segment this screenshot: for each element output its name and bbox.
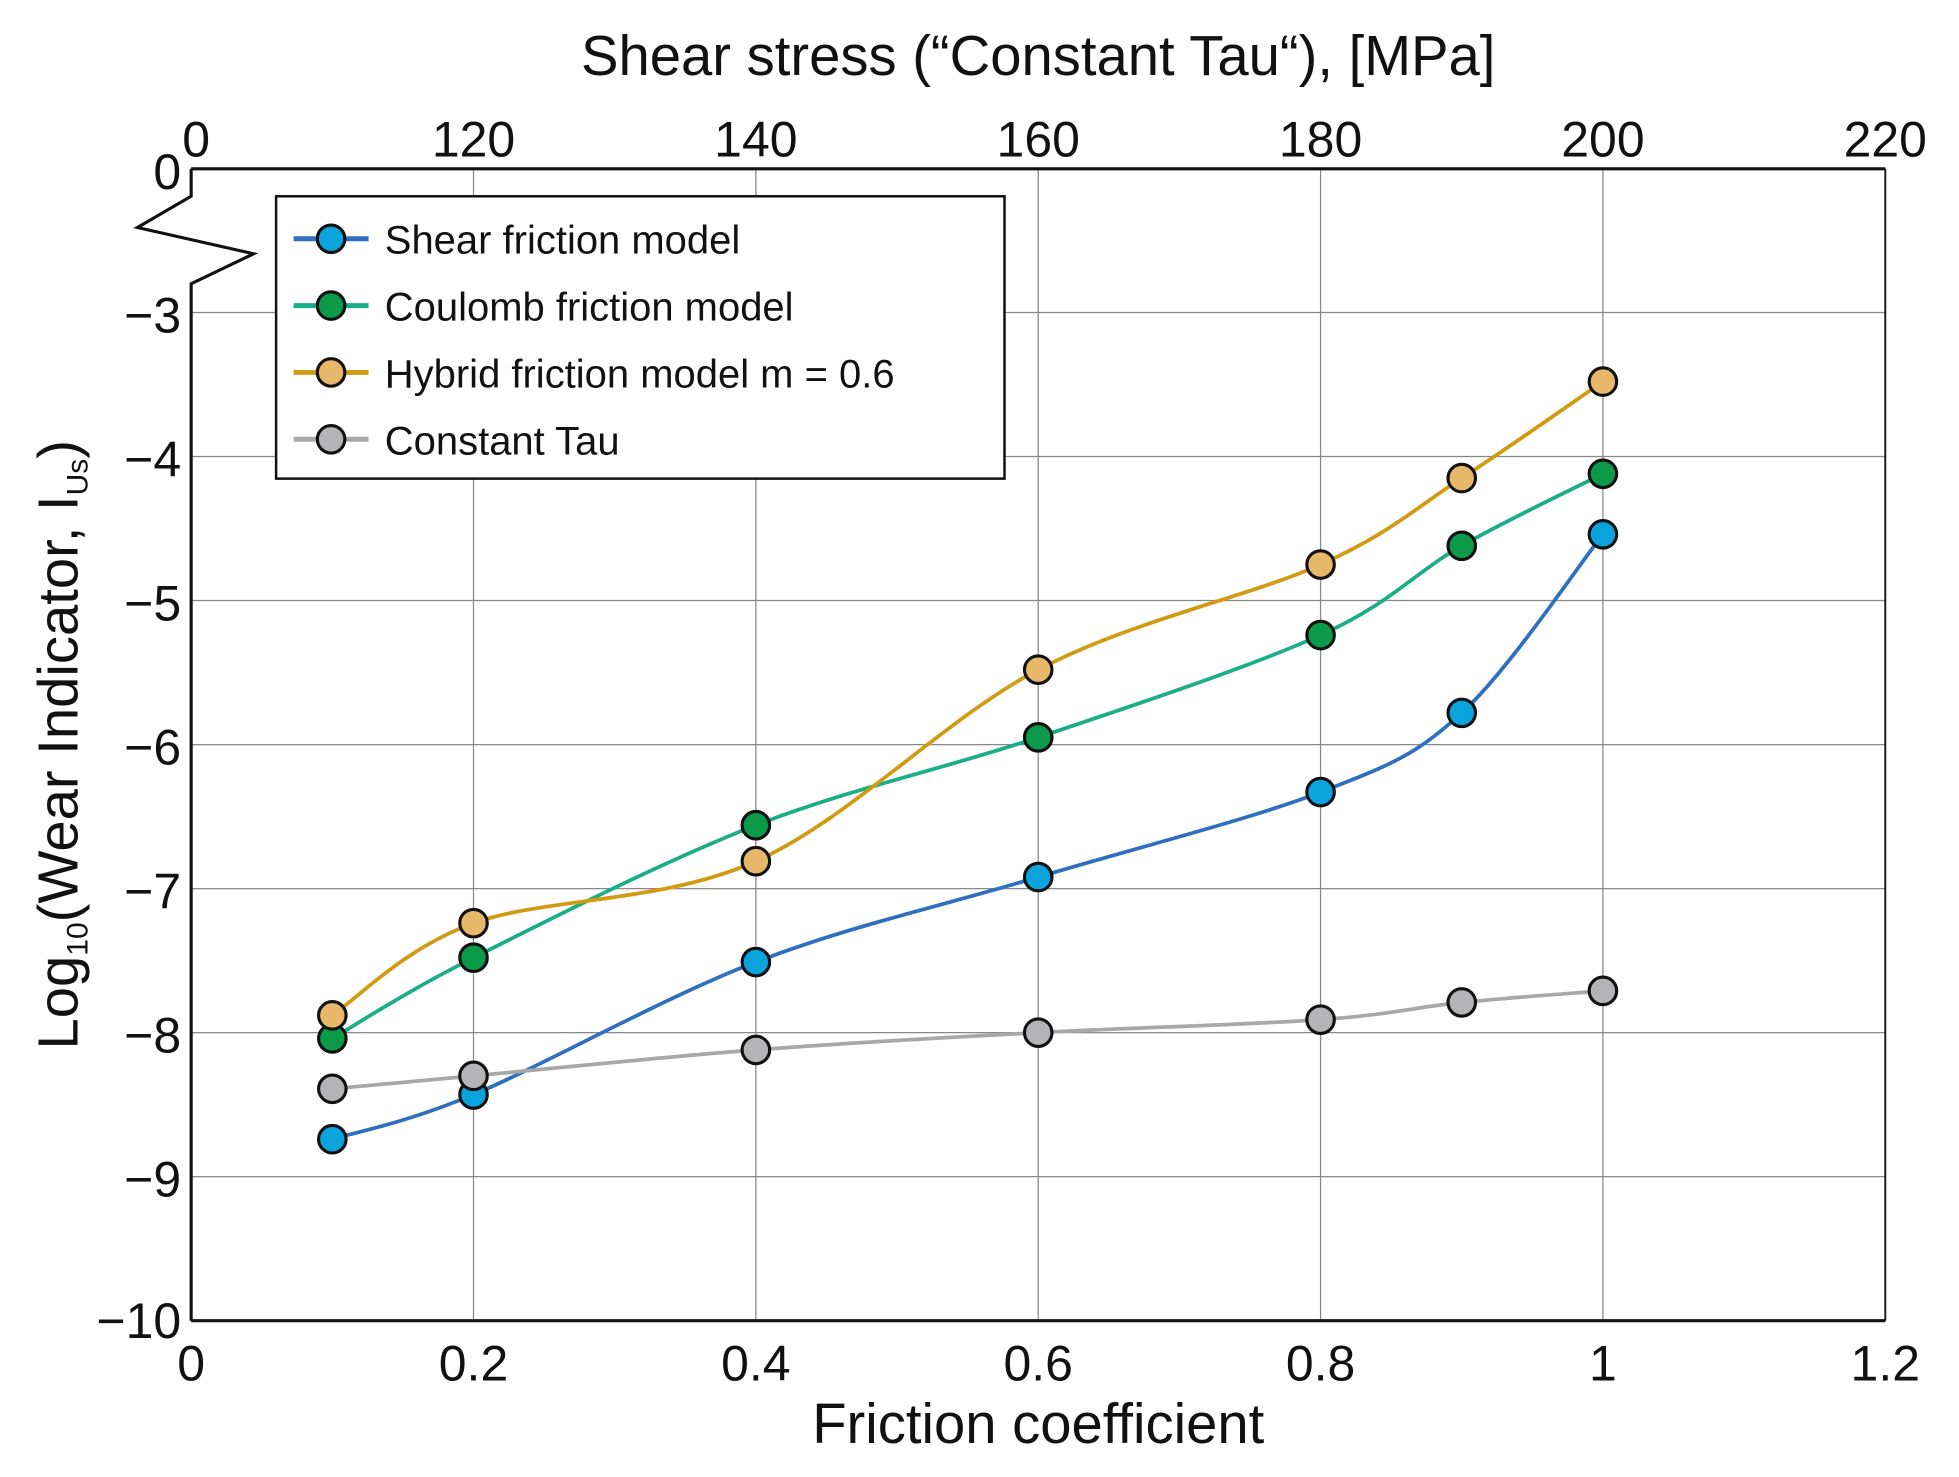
x-tick-label: 0.8 xyxy=(1286,1336,1355,1392)
legend-item: Constant Tau xyxy=(293,419,620,463)
y-tick-label: −9 xyxy=(124,1152,181,1208)
data-point xyxy=(1022,861,1054,893)
data-point xyxy=(740,946,772,978)
x-tick-label: 0.4 xyxy=(721,1336,790,1392)
data-point xyxy=(1022,722,1054,753)
x2-tick-label: 180 xyxy=(1279,111,1362,167)
y-tick-label: −7 xyxy=(124,864,181,920)
data-point xyxy=(317,1000,348,1031)
x-tick-label: 0.2 xyxy=(439,1336,508,1392)
series-constant xyxy=(317,975,1619,1105)
x2-tick-label: 140 xyxy=(714,111,797,167)
data-point xyxy=(1587,975,1619,1007)
legend-label: Shear friction model xyxy=(385,219,740,263)
x-tick-label: 0 xyxy=(177,1336,205,1392)
legend-marker xyxy=(315,290,347,321)
legend-marker xyxy=(315,223,347,255)
legend-item: Shear friction model xyxy=(293,219,740,263)
data-point xyxy=(458,907,489,939)
y-tick-label: −3 xyxy=(124,287,181,343)
y-tick-label: −8 xyxy=(124,1008,181,1064)
series-shear xyxy=(317,518,1619,1155)
data-point xyxy=(740,1034,772,1066)
x-axis-label: Friction coefficient xyxy=(812,1392,1264,1455)
legend-marker xyxy=(315,357,347,388)
x2-tick-label: 120 xyxy=(432,111,515,167)
data-point xyxy=(317,1073,348,1105)
y-tick-label: −6 xyxy=(124,720,181,776)
data-point xyxy=(458,942,489,974)
series-line xyxy=(331,533,1605,1142)
series-line xyxy=(331,472,1604,1041)
series-coulomb xyxy=(317,458,1619,1054)
data-point xyxy=(1446,697,1478,729)
data-point xyxy=(1446,462,1478,494)
data-point xyxy=(317,1123,348,1155)
legend-marker xyxy=(315,423,347,455)
y-axis-break-line xyxy=(133,168,259,1321)
data-point xyxy=(1587,366,1619,397)
series-hybrid xyxy=(317,366,1619,1031)
data-point xyxy=(1446,987,1478,1018)
data-point xyxy=(1022,654,1054,685)
y-tick-label: −10 xyxy=(96,1293,181,1349)
legend-item: Hybrid friction model m = 0.6 xyxy=(293,352,895,396)
legend-label: Coulomb friction model xyxy=(385,286,794,330)
x-tick-label: 0.6 xyxy=(1003,1336,1072,1392)
x-tick-label: 1 xyxy=(1589,1336,1617,1392)
data-point xyxy=(1587,458,1619,490)
data-point xyxy=(1305,776,1336,808)
y-tick-label: −4 xyxy=(124,431,181,487)
data-point xyxy=(1022,1017,1054,1048)
data-point xyxy=(1587,518,1619,550)
series-line xyxy=(332,988,1604,1091)
legend-box xyxy=(274,195,1006,480)
x2-tick-label: 0 xyxy=(182,111,210,167)
x2-tick-label: 220 xyxy=(1844,111,1927,167)
legend-label: Hybrid friction model m = 0.6 xyxy=(385,352,895,396)
series-layer xyxy=(317,366,1619,1155)
x2-tick-label: 160 xyxy=(997,111,1080,167)
legend: Shear friction model Coulomb friction mod… xyxy=(274,195,1006,480)
x-tick-label: 1.2 xyxy=(1851,1336,1920,1392)
axes: 0 0.2 0.4 0.6 0.8 1 1.2 0 120 140 160 180 200 220 0 −3 −… xyxy=(96,111,1927,1391)
data-point xyxy=(1446,530,1478,562)
x2-tick-label: 200 xyxy=(1561,111,1644,167)
data-point xyxy=(740,809,772,841)
legend-item: Coulomb friction model xyxy=(293,286,794,330)
data-point xyxy=(1305,549,1336,580)
y-tick-label: −5 xyxy=(124,576,181,632)
legend-label: Constant Tau xyxy=(385,419,620,463)
x2-axis-label: Shear stress (“Constant Tau“), [MPa] xyxy=(581,24,1495,87)
data-point xyxy=(740,845,772,877)
y-axis-label: Log10(Wear Indicator, IUs) xyxy=(26,440,94,1050)
y-tick-label: 0 xyxy=(153,144,181,200)
data-point xyxy=(1305,1004,1336,1035)
data-point xyxy=(458,1060,489,1092)
data-point xyxy=(1305,619,1336,651)
